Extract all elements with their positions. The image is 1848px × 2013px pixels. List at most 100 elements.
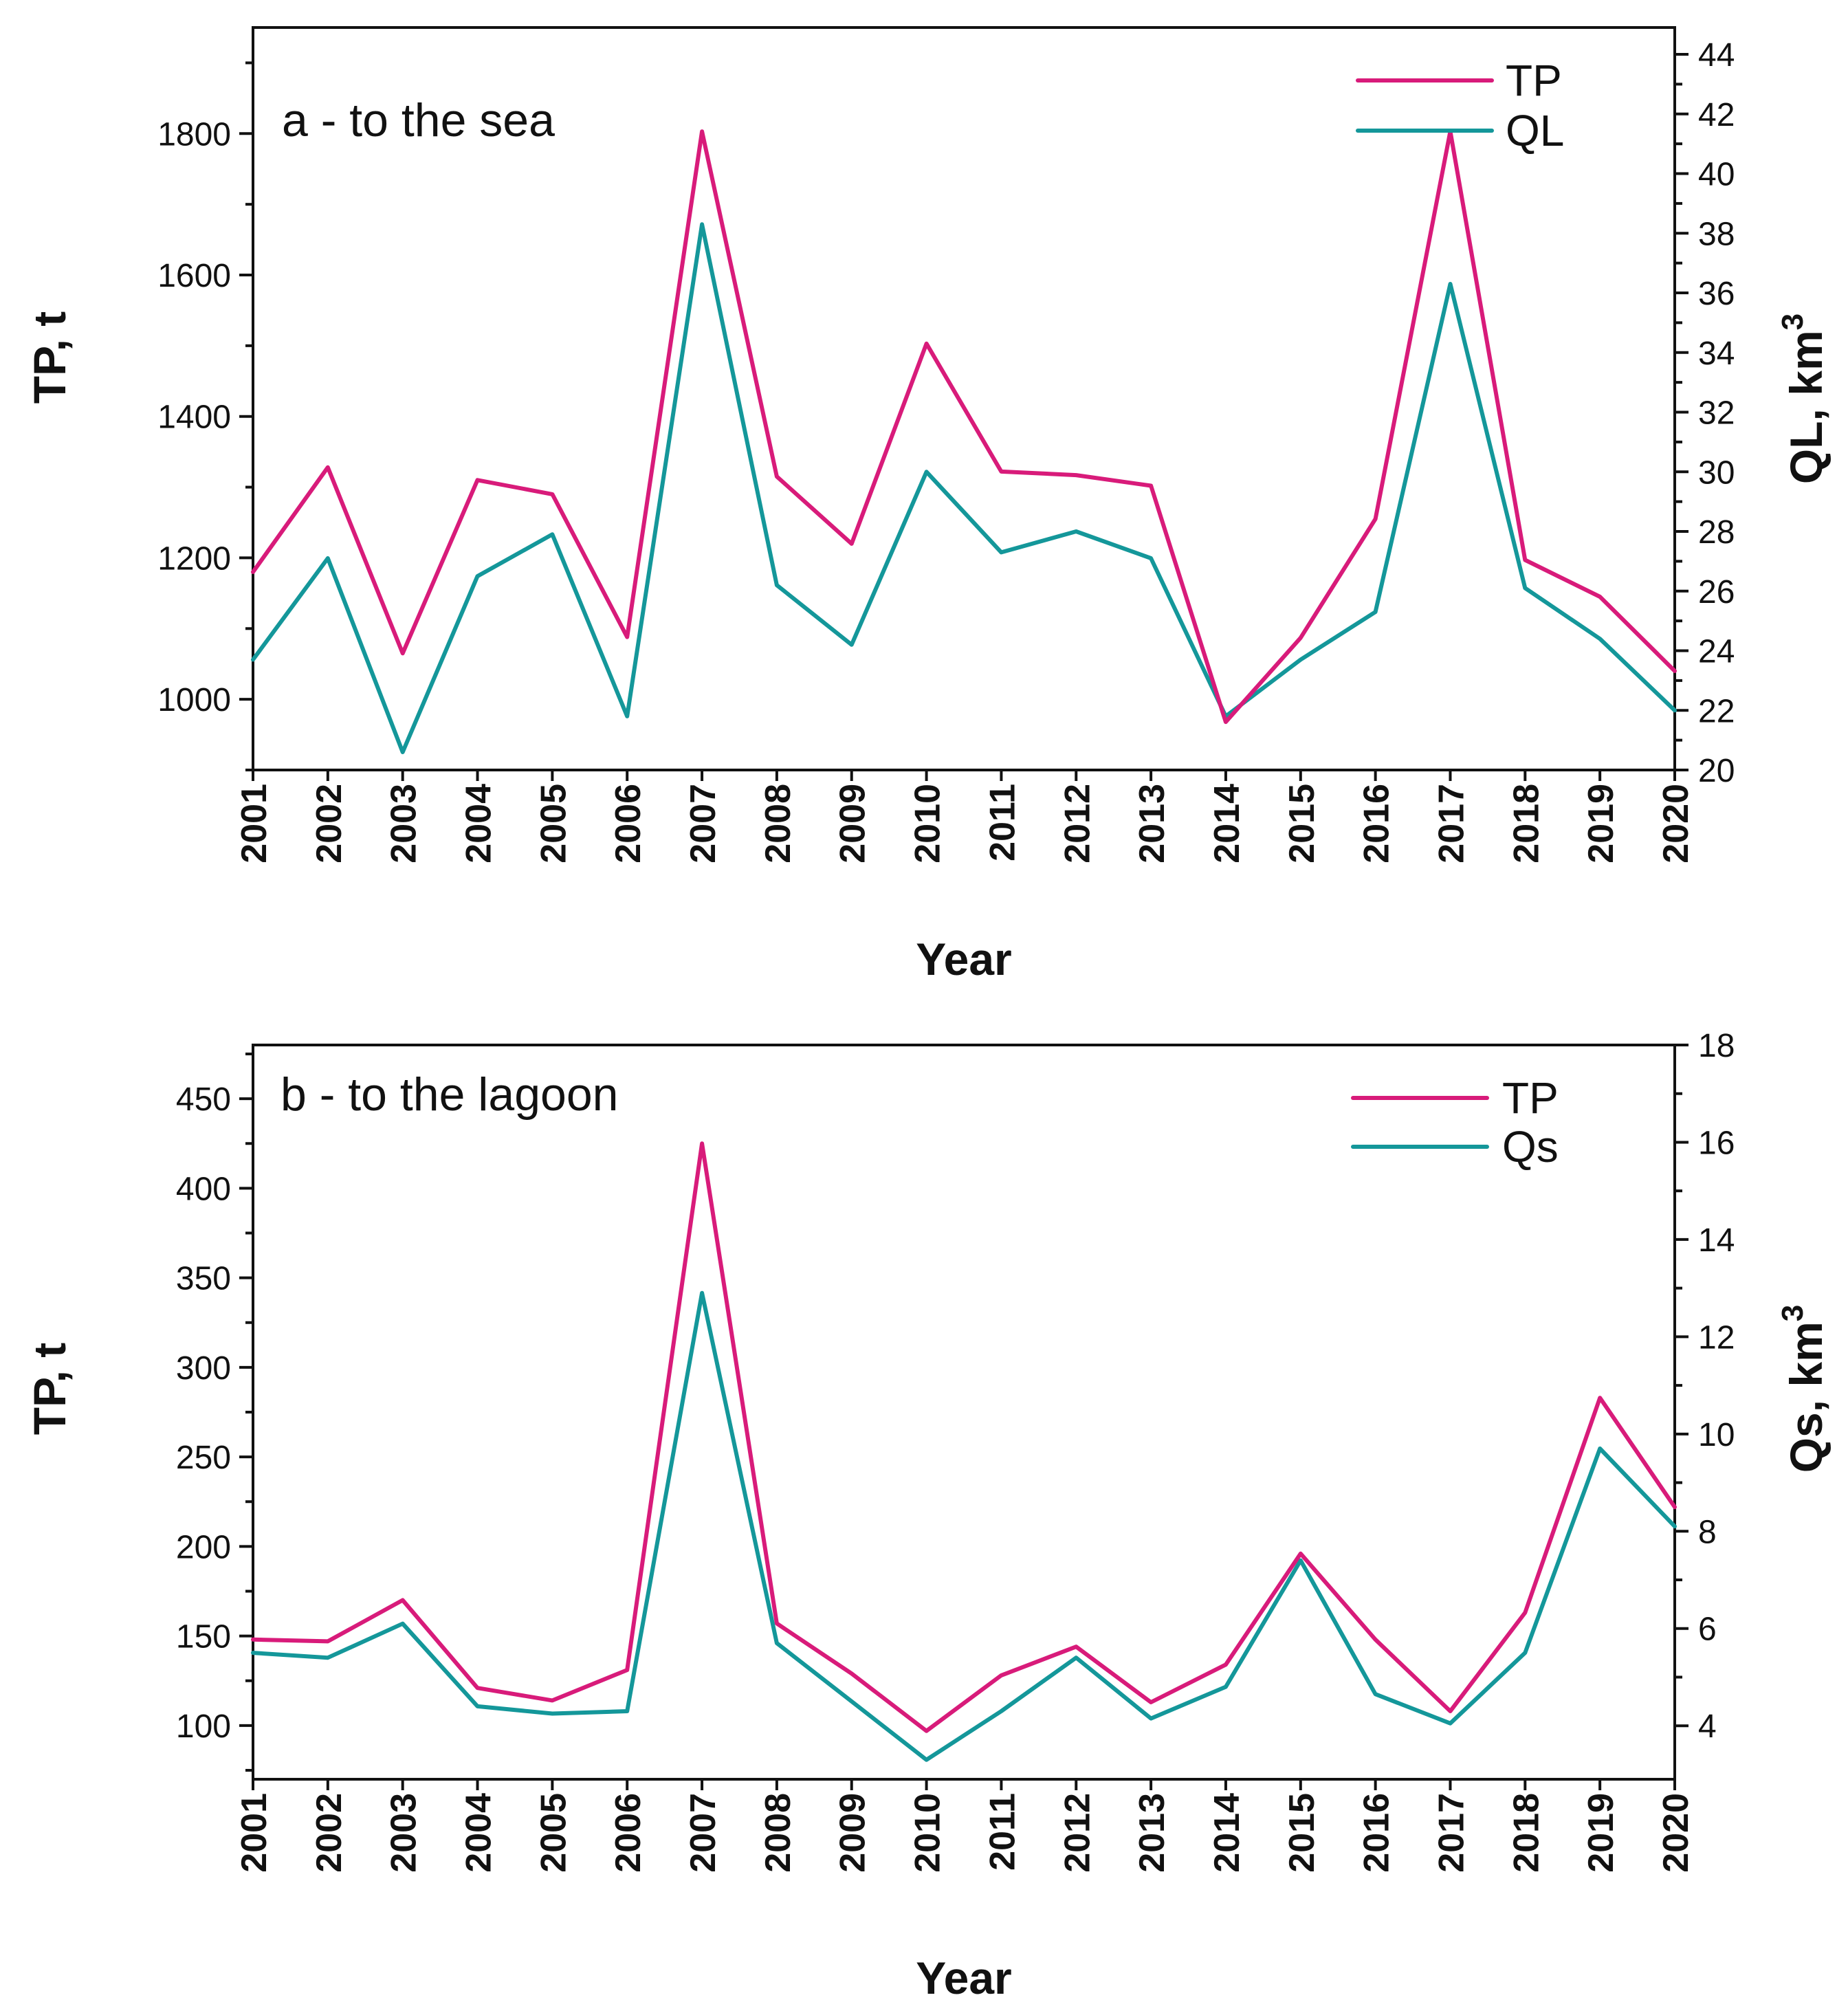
x-tick-label: 2001	[234, 784, 274, 864]
x-tick-label: 2001	[234, 1793, 274, 1873]
y-right-tick-label: 12	[1698, 1319, 1735, 1356]
y-right-tick-label: 22	[1698, 693, 1735, 729]
x-tick-label: 2012	[1057, 1793, 1097, 1873]
x-tick-label: 2007	[683, 1793, 723, 1873]
y-right-tick-label: 20	[1698, 753, 1735, 789]
x-tick-label: 2017	[1431, 1793, 1471, 1873]
y-left-tick-label: 450	[176, 1081, 231, 1118]
panel-a: 1000 1200 1400 1600 1800 20 22 24 26 28 30 32 34 36 38…	[24, 26, 1832, 984]
x-tick-label: 2018	[1506, 784, 1546, 864]
series-line-tp	[251, 129, 1677, 725]
y-right-tick-label: 14	[1698, 1222, 1735, 1259]
x-tick-label: 2010	[908, 784, 948, 864]
x-tick-label: 2013	[1132, 784, 1172, 864]
x-tick-label: 2011	[982, 1793, 1022, 1871]
y-right-tick-label: 16	[1698, 1125, 1735, 1161]
y-right-tick-label: 24	[1698, 634, 1735, 670]
series-line-qs	[251, 1290, 1677, 1762]
panel-b-series	[251, 1141, 1677, 1762]
x-tick-label: 2013	[1132, 1793, 1172, 1873]
x-tick-label: 2019	[1581, 784, 1621, 864]
panel-b: 100 150 200 250 300 350 400 450 4 6 8 10 12 14 16 18 200…	[24, 1028, 1832, 2003]
panel-a-label: a - to the sea	[282, 94, 555, 146]
x-tick-label: 2015	[1282, 784, 1322, 864]
y-right-tick-label: 44	[1698, 37, 1735, 74]
y-right-tick-label: 18	[1698, 1028, 1735, 1064]
legend-label-tp: TP	[1502, 1073, 1559, 1123]
y-left-tick-label: 1200	[157, 540, 231, 577]
y-right-tick-label: 40	[1698, 157, 1735, 193]
y-left-tick-label: 350	[176, 1261, 231, 1297]
x-tick-label: 2015	[1282, 1793, 1322, 1873]
x-tick-label: 2002	[309, 784, 349, 864]
x-tick-label: 2009	[833, 1793, 873, 1873]
x-tick-label: 2008	[758, 1793, 798, 1873]
y-left-tick-label: 100	[176, 1708, 231, 1745]
legend-label-ql: QL	[1506, 106, 1564, 155]
y-right-tick-label: 10	[1698, 1417, 1735, 1453]
panel-b-ticks: 100 150 200 250 300 350 400 450 4 6 8 10 12 14 16 18 200…	[176, 1028, 1735, 1873]
x-tick-label: 2006	[608, 784, 648, 864]
legend-label-tp: TP	[1506, 56, 1562, 105]
x-tick-label: 2020	[1656, 784, 1696, 864]
panel-a-ticks: 1000 1200 1400 1600 1800 20 22 24 26 28 30 32 34 36 38…	[157, 37, 1735, 864]
x-tick-label: 2020	[1656, 1793, 1696, 1873]
panel-a-series	[251, 129, 1677, 754]
y-right-tick-label: 42	[1698, 97, 1735, 133]
y-left-tick-label: 150	[176, 1619, 231, 1656]
x-tick-label: 2005	[534, 1793, 573, 1873]
panel-b-frame	[252, 1044, 1676, 1781]
y-left-tick-label: 1800	[157, 116, 231, 153]
x-tick-label: 2002	[309, 1793, 349, 1873]
x-tick-label: 2003	[384, 1793, 424, 1873]
y-right-tick-label: 32	[1698, 395, 1735, 432]
y-left-tick-label: 300	[176, 1350, 231, 1387]
x-tick-label: 2007	[683, 784, 723, 864]
panel-a-y-left-title: TP, t	[24, 311, 75, 404]
panel-a-x-title: Year	[916, 934, 1011, 984]
x-tick-label: 2004	[459, 784, 499, 864]
series-line-ql	[251, 222, 1677, 754]
y-left-tick-label: 1400	[157, 399, 231, 436]
panel-b-label: b - to the lagoon	[280, 1068, 618, 1121]
x-tick-label: 2017	[1431, 784, 1471, 864]
panel-b-y-right-title: Qs, km3	[1776, 1305, 1832, 1473]
x-tick-label: 2004	[459, 1793, 499, 1873]
y-right-tick-label: 26	[1698, 574, 1735, 610]
x-tick-label: 2011	[982, 784, 1022, 861]
panel-b-legend: TP Qs	[1351, 1073, 1559, 1172]
panel-a-frame	[252, 26, 1676, 771]
y-right-tick-label: 8	[1698, 1514, 1717, 1550]
x-tick-label: 2016	[1357, 784, 1397, 864]
y-left-tick-label: 1000	[157, 682, 231, 718]
panel-b-y-left-title: TP, t	[24, 1343, 75, 1436]
x-tick-label: 2018	[1506, 1793, 1546, 1873]
y-right-tick-label: 6	[1698, 1612, 1717, 1648]
panel-a-legend: TP QL	[1356, 56, 1564, 155]
x-tick-label: 2009	[833, 784, 873, 864]
y-left-tick-label: 200	[176, 1529, 231, 1565]
x-tick-label: 2014	[1207, 1793, 1247, 1873]
series-line-tp	[251, 1141, 1677, 1733]
x-tick-label: 2014	[1207, 784, 1247, 864]
x-tick-label: 2008	[758, 784, 798, 864]
x-tick-label: 2016	[1357, 1793, 1397, 1873]
y-right-tick-label: 28	[1698, 514, 1735, 551]
y-left-tick-label: 400	[176, 1171, 231, 1207]
legend-label-qs: Qs	[1502, 1122, 1559, 1172]
x-tick-label: 2003	[384, 784, 424, 864]
x-tick-label: 2005	[534, 784, 573, 864]
y-right-tick-label: 38	[1698, 216, 1735, 252]
y-right-tick-label: 34	[1698, 336, 1735, 372]
y-right-tick-label: 30	[1698, 454, 1735, 491]
x-tick-label: 2019	[1581, 1793, 1621, 1873]
y-left-tick-label: 1600	[157, 258, 231, 294]
x-tick-label: 2010	[908, 1793, 948, 1873]
panel-a-y-right-title: QL, km3	[1776, 314, 1832, 484]
panel-b-x-title: Year	[916, 1952, 1011, 2003]
x-tick-label: 2006	[608, 1793, 648, 1873]
y-right-tick-label: 4	[1698, 1708, 1717, 1745]
y-right-tick-label: 36	[1698, 276, 1735, 312]
y-left-tick-label: 250	[176, 1440, 231, 1476]
